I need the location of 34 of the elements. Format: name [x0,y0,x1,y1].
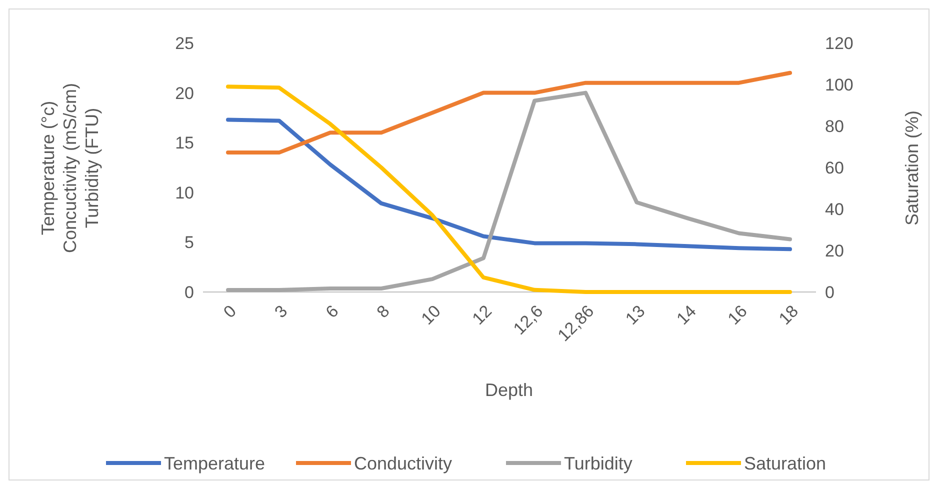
text: Turbidity (FTU) [82,108,102,228]
x-tick-label: 10 [418,302,444,328]
legend-label: Temperature [164,453,266,474]
legend-label: Conductivity [354,453,452,474]
y2-tick-label: 0 [825,282,834,302]
x-axis-title: Depth [484,380,534,400]
y-tick-label: 5 [184,233,194,252]
y2-tick-label: 120 [825,34,854,53]
text: Concuctivity (mS/cm) [60,82,80,254]
x-tick-label: 14 [673,302,700,328]
y2-tick-label: 20 [825,241,844,260]
y-tick-label: 10 [175,183,194,202]
y2-axis-title: Saturation (%) [902,110,922,226]
text: Temperature (°c) [38,100,58,236]
y-tick-label: 25 [175,34,194,53]
x-tick-label: 13 [622,302,649,328]
y2-tick-label: 60 [825,158,844,178]
legend-label: Turbidity [564,453,632,474]
y-tick-label: 15 [175,134,194,153]
line-series [226,118,792,252]
x-tick-label: 6 [322,302,342,322]
y2-tick-label: 80 [825,116,844,136]
x-tick-label: 0 [220,302,240,322]
line-series [226,70,792,155]
y2-tick-label: 100 [825,75,854,94]
y-tick-label: 0 [184,282,194,302]
x-tick-label: 12 [468,302,496,328]
y-tick-label: 20 [175,84,194,103]
x-tick-label: 3 [270,302,292,322]
x-tick-label: 8 [373,302,394,322]
y2-tick-label: 40 [825,200,844,219]
x-tick-label: 18 [775,302,802,328]
x-tick-label: 16 [724,302,751,328]
legend-label: Saturation [744,453,826,474]
